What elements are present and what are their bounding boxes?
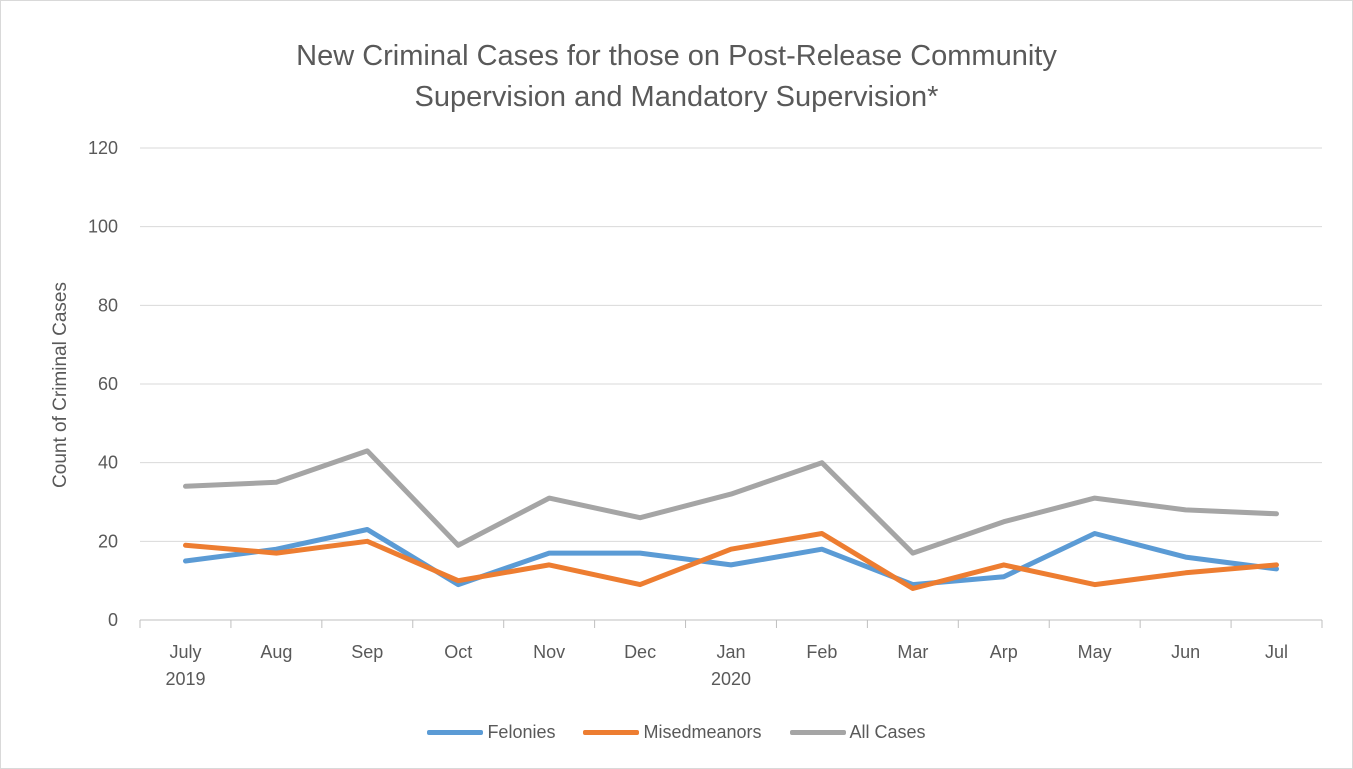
y-tick-label: 80	[98, 295, 118, 315]
chart-title-line-1: New Criminal Cases for those on Post-Rel…	[296, 40, 1057, 72]
x-tick-label: Sep	[351, 642, 383, 662]
legend-swatch	[427, 730, 484, 735]
legend-label: Misedmeanors	[643, 722, 762, 742]
y-tick-label: 100	[88, 217, 118, 237]
y-axis-title: Count of Criminal Cases	[50, 282, 71, 488]
x-tick-label: Feb	[806, 642, 837, 662]
x-tick-label: May	[1078, 642, 1112, 662]
y-tick-label: 0	[108, 610, 118, 630]
y-tick-label: 60	[98, 374, 118, 394]
y-axis-ticks: 0 20 40 60 80 100 120	[88, 138, 118, 630]
y-tick-label: 40	[98, 453, 118, 473]
x-tick-label: Aug	[260, 642, 292, 662]
x-tick-label: Mar	[897, 642, 928, 662]
x-tick-year-label: 2019	[165, 669, 205, 689]
legend-item: Misedmeanors	[583, 722, 762, 743]
legend-item: All Cases	[789, 722, 926, 743]
x-tick-label: Dec	[624, 642, 656, 662]
series-line-all-cases	[183, 448, 1279, 556]
legend-label: All Cases	[849, 722, 926, 742]
legend-swatch	[583, 730, 640, 735]
x-tick-label: Jun	[1171, 642, 1200, 662]
series-line-misedmeanors	[183, 531, 1279, 591]
series-lines	[183, 448, 1279, 591]
legend-swatch	[789, 730, 846, 735]
x-axis: July 2019 Aug Sep Oct Nov Dec Jan 2020 Feb Mar Arp M…	[139, 619, 1323, 689]
chart-title-line-2: Supervision and Mandatory Supervision*	[414, 81, 939, 113]
x-tick-label: Jan	[716, 642, 745, 662]
x-tick-year-label: 2020	[711, 669, 751, 689]
gridlines	[140, 147, 1322, 542]
x-tick-label: Nov	[533, 642, 565, 662]
x-tick-label: July	[169, 642, 201, 662]
y-tick-label: 20	[98, 531, 118, 551]
series-line-felonies	[183, 527, 1279, 588]
legend: Felonies Misedmeanors All Cases	[0, 722, 1353, 743]
chart-title: New Criminal Cases for those on Post-Rel…	[0, 36, 1353, 118]
legend-label: Felonies	[487, 722, 556, 742]
legend-item: Felonies	[427, 722, 555, 743]
x-tick-label: Oct	[444, 642, 472, 662]
x-tick-label: Jul	[1265, 642, 1288, 662]
x-tick-label: Arp	[990, 642, 1018, 662]
y-tick-label: 120	[88, 138, 118, 158]
